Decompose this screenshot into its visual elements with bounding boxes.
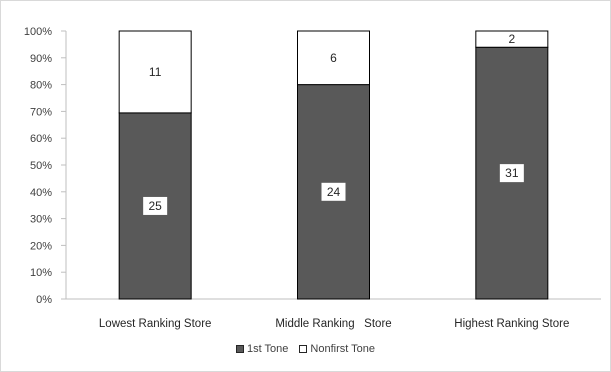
- legend-label-1st-tone: 1st Tone: [246, 343, 289, 355]
- legend-swatch-1st-tone: [235, 345, 244, 353]
- x-category-label: Lowest Ranking Store: [99, 318, 212, 330]
- legend-swatch-nonfirst-tone: [299, 345, 308, 353]
- legend: 1st Tone Nonfirst Tone: [0, 343, 611, 356]
- x-category-label: Middle Ranking Store: [275, 318, 391, 330]
- data-label: 6: [330, 51, 337, 65]
- data-label: 11: [149, 65, 162, 79]
- y-tick-label: 0%: [36, 294, 52, 306]
- legend-label-nonfirst-tone: Nonfirst Tone: [310, 343, 376, 355]
- y-tick-label: 10%: [30, 267, 52, 279]
- y-tick-label: 40%: [30, 187, 52, 199]
- y-tick-label: 20%: [30, 240, 52, 252]
- bar-segment-nonfirst-tone: [475, 30, 549, 48]
- y-tick-label: 30%: [30, 214, 52, 226]
- data-label-background: [321, 182, 346, 201]
- legend-item-1st-tone: 1st Tone: [235, 343, 289, 355]
- bar-segment-nonfirst-tone: [297, 30, 370, 86]
- y-tick-label: 80%: [30, 80, 52, 92]
- data-label-background: [143, 196, 168, 215]
- legend-item-nonfirst-tone: Nonfirst Tone: [299, 343, 375, 355]
- y-tick-label: 70%: [30, 106, 52, 118]
- data-label: 25: [148, 199, 162, 213]
- y-tick-label: 90%: [30, 53, 52, 65]
- data-label-background: [499, 164, 524, 183]
- data-label: 2: [508, 32, 515, 46]
- data-label: 24: [327, 185, 341, 199]
- bar-segment-nonfirst-tone: [118, 30, 192, 114]
- y-tick-label: 50%: [30, 160, 52, 172]
- data-label: 31: [505, 166, 519, 180]
- y-tick-label: 60%: [30, 133, 52, 145]
- y-tick-label: 100%: [24, 26, 52, 38]
- x-category-label: Highest Ranking Store: [454, 318, 569, 330]
